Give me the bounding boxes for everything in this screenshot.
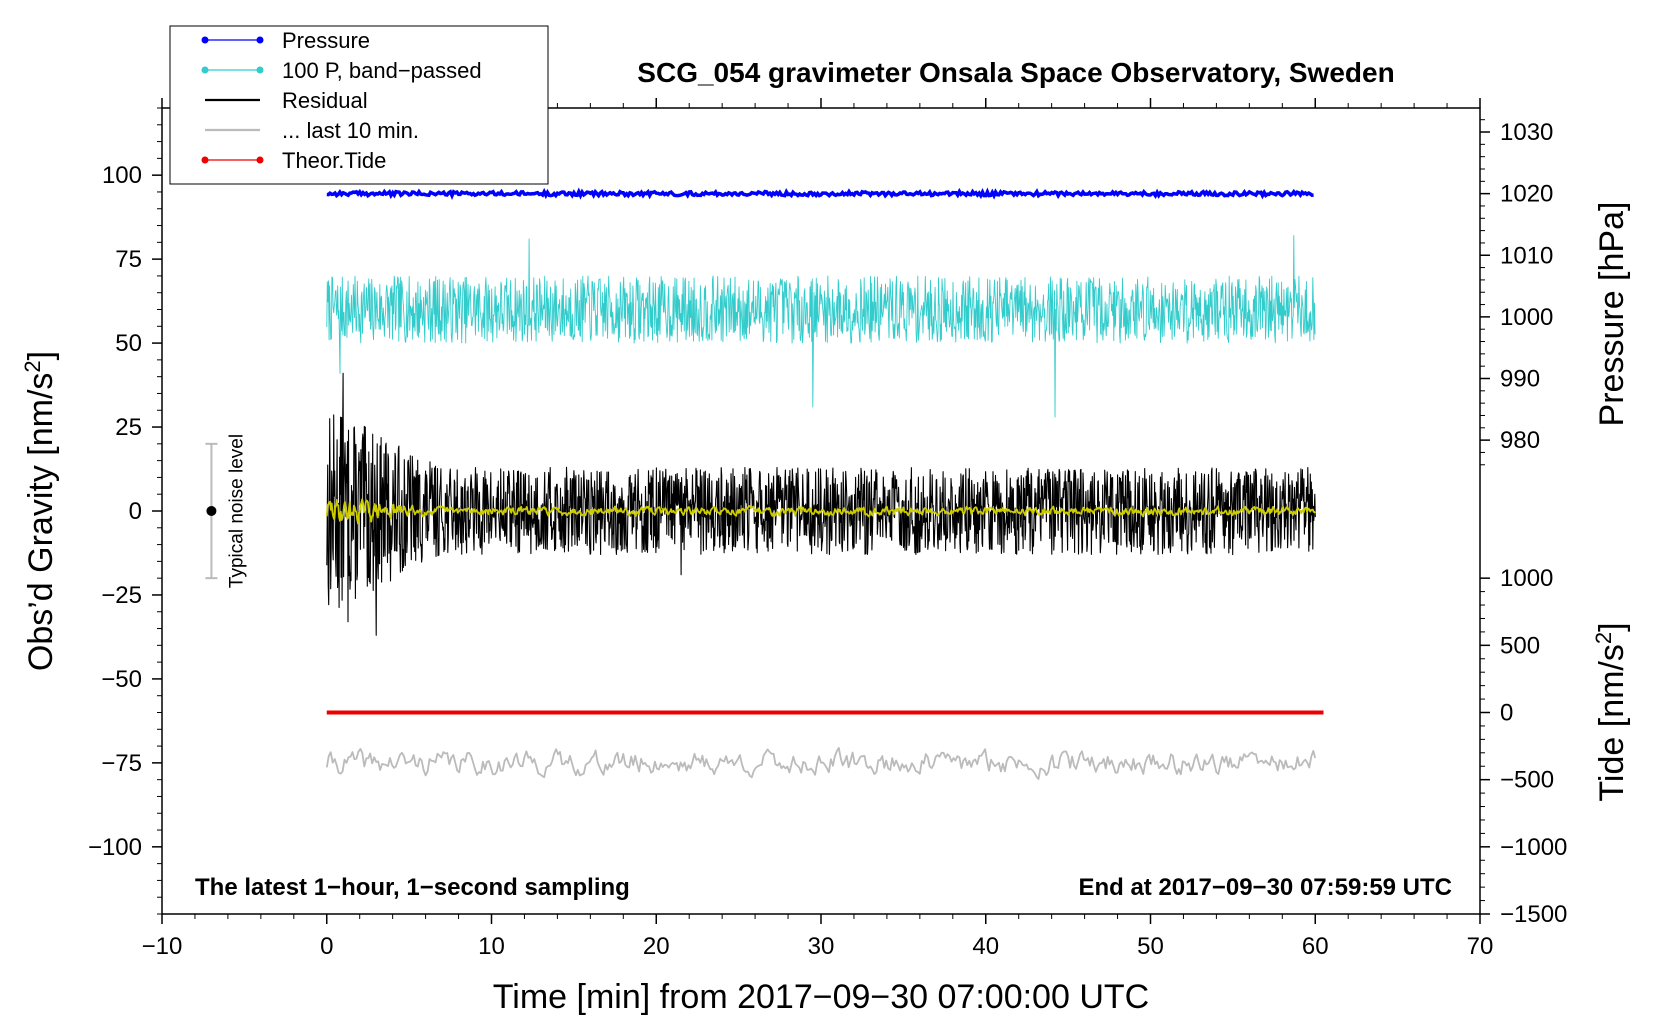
y-left-tick-label: 50 (115, 330, 142, 357)
tide-axis-title-sup: 2 (1591, 632, 1616, 644)
axis-layer: −10 0 10 20 30 40 50 60 701007550250−25−50−75−10… (88, 98, 1567, 960)
legend-marker-end (256, 66, 264, 74)
legend-label: Theor.Tide (282, 148, 386, 173)
x-tick-label: 10 (478, 933, 505, 960)
y-left-tick-label: −75 (101, 750, 142, 777)
x-tick-label: 0 (320, 933, 333, 960)
tide-axis-title-main: Tide [nm/s (1593, 644, 1631, 801)
legend-marker-start (201, 66, 209, 74)
pressure-tick-label: 990 (1500, 365, 1540, 392)
y-left-tick-label: −25 (101, 582, 142, 609)
y-left-tick-label: 75 (115, 246, 142, 273)
left-axis-title: Obs’d Gravity [nm/s2] (20, 351, 61, 671)
x-tick-label: 50 (1137, 933, 1164, 960)
pressure-tick-label: 1020 (1500, 181, 1553, 208)
x-axis-title: Time [min] from 2017−09−30 07:00:00 UTC (493, 978, 1149, 1016)
tide-tick-label: −1000 (1500, 834, 1567, 861)
legend-label: 100 P, band−passed (282, 58, 482, 83)
pressure-tick-label: 1030 (1500, 119, 1553, 146)
pressure-series (326, 187, 1314, 200)
tide-tick-label: 0 (1500, 700, 1513, 727)
legend-marker-start (201, 36, 209, 44)
pressure-tick-label: 1010 (1500, 242, 1553, 269)
y-left-tick-label: 25 (115, 414, 142, 441)
pressure-tick-label: 980 (1500, 427, 1540, 454)
y-left-tick-label: 100 (102, 162, 142, 189)
legend-box (169, 25, 549, 185)
pressure-tick-label: 1000 (1500, 304, 1553, 331)
legend-marker-end (256, 36, 264, 44)
tide-tick-label: 1000 (1500, 565, 1553, 592)
legend-label: ... last 10 min. (282, 118, 419, 143)
x-tick-label: 30 (808, 933, 835, 960)
x-tick-label: 40 (972, 933, 999, 960)
series-layer (325, 187, 1324, 780)
pressure-axis-title: Pressure [hPa] (1593, 202, 1631, 427)
legend-marker-end (256, 156, 264, 164)
residual-smoothed-series (325, 498, 1316, 525)
tide-axis-title: Tide [nm/s2] (1591, 622, 1632, 801)
x-tick-label: −10 (142, 933, 183, 960)
legend-marker-start (201, 156, 209, 164)
chart-title: SCG_054 gravimeter Onsala Space Observat… (637, 57, 1394, 88)
legend-label: Residual (282, 88, 368, 113)
y-left-tick-label: −100 (88, 834, 142, 861)
left-axis-title-end: ] (22, 351, 60, 360)
noise-center-dot (206, 506, 217, 516)
tide-tick-label: 500 (1500, 632, 1540, 659)
y-left-tick-label: 0 (129, 498, 142, 525)
tide-tick-label: −1500 (1500, 901, 1567, 928)
tide-tick-label: −500 (1500, 767, 1554, 794)
left-axis-title-main: Obs’d Gravity [nm/s (22, 373, 60, 672)
x-tick-label: 60 (1302, 933, 1329, 960)
residual-series (326, 372, 1316, 636)
noise-level-indicator: Typical noise level (205, 434, 247, 588)
100-p-band-passed-series (326, 235, 1316, 418)
last-10-min-series (325, 747, 1317, 780)
legend-entries: Pressure 100 P, band−passed Residual ... la… (201, 28, 482, 173)
legend-label: Pressure (282, 28, 370, 53)
x-tick-label: 70 (1467, 933, 1494, 960)
tide-axis-title-end: ] (1593, 622, 1631, 631)
left-axis-title-sup: 2 (20, 360, 45, 372)
legend: Pressure 100 P, band−passed Residual ... la… (169, 25, 549, 185)
sampling-annotation: The latest 1−hour, 1−second sampling (195, 874, 630, 901)
end-time-annotation: End at 2017−09−30 07:59:59 UTC (1078, 874, 1452, 901)
x-tick-label: 20 (643, 933, 670, 960)
noise-label: Typical noise level (226, 434, 247, 588)
y-left-tick-label: −50 (101, 666, 142, 693)
